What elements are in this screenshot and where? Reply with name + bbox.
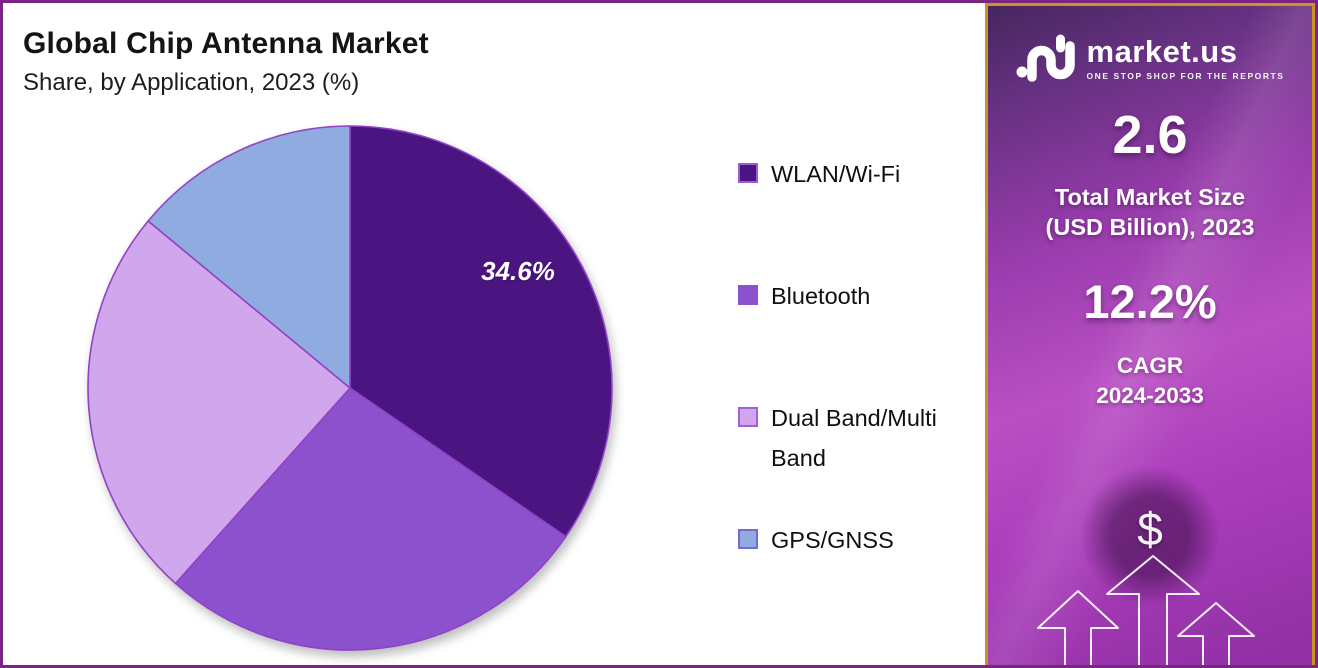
- growth-arrows-icon: [1037, 555, 1255, 665]
- legend-swatch-gps-icon: [738, 529, 758, 549]
- marketus-logo: market.us ONE STOP SHOP FOR THE REPORTS: [988, 34, 1312, 82]
- logo-text-block: market.us ONE STOP SHOP FOR THE REPORTS: [1087, 36, 1285, 81]
- pie-slice-dual-band-multi-band: [87, 220, 351, 585]
- legend-swatch-bluetooth-icon: [738, 285, 758, 305]
- page-subtitle: Share, by Application, 2023 (%): [23, 69, 360, 96]
- pie-chart-svg: [87, 125, 613, 651]
- legend-swatch-dualband-icon: [738, 407, 758, 427]
- legend-item-wlan: WLAN/Wi-Fi: [738, 154, 978, 194]
- marketus-logo-icon: [1016, 34, 1075, 82]
- logo-brand-name: market.us: [1086, 33, 1238, 69]
- market-size-value: 2.6: [1112, 105, 1188, 165]
- cagr-label-line1: CAGR: [1116, 353, 1184, 379]
- pie-slice-wlan-wi-fi: [349, 125, 613, 538]
- market-size-label-line2: (USD Billion), 2023: [1045, 214, 1255, 241]
- cagr-label-line2: 2024-2033: [1096, 382, 1204, 408]
- brand-sidebar: market.us ONE STOP SHOP FOR THE REPORTS …: [985, 3, 1315, 665]
- legend-label-dualband: Dual Band/Multi Band: [771, 405, 937, 471]
- dollar-icon: $: [1137, 503, 1163, 555]
- legend-label-wlan: WLAN/Wi-Fi: [771, 161, 901, 187]
- market-size-label: Total Market Size (USD Billion), 2023: [988, 182, 1312, 242]
- pie-data-label-wlan: 34.6%: [481, 256, 555, 286]
- cagr-value: 12.2%: [1083, 275, 1217, 329]
- pie-slice-gps-gnss: [147, 125, 351, 389]
- legend-swatch-wlan-icon: [738, 163, 758, 183]
- chart-legend: WLAN/Wi-Fi Bluetooth Dual Band/Multi Ban…: [738, 3, 978, 665]
- legend-item-gps: GPS/GNSS: [738, 520, 978, 560]
- pie-slice-bluetooth: [174, 387, 567, 651]
- logo-tagline: ONE STOP SHOP FOR THE REPORTS: [1086, 70, 1285, 81]
- page-title: Global Chip Antenna Market: [23, 27, 429, 60]
- legend-label-bluetooth: Bluetooth: [771, 283, 871, 309]
- pie-chart: 34.6%: [85, 123, 615, 653]
- legend-label-gps: GPS/GNSS: [771, 527, 894, 553]
- legend-item-dualband: Dual Band/Multi Band: [738, 398, 978, 478]
- cagr-label: CAGR 2024-2033: [988, 351, 1312, 410]
- market-size-label-line1: Total Market Size: [1054, 184, 1246, 210]
- legend-item-bluetooth: Bluetooth: [738, 276, 978, 316]
